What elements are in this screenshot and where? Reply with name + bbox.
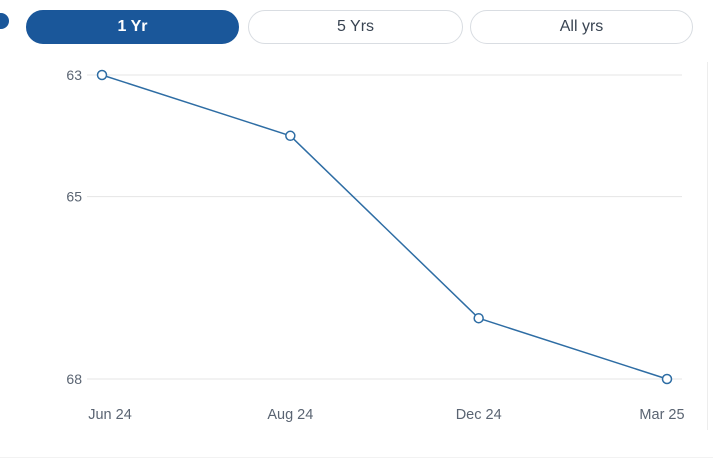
tab-1yr[interactable]: 1 Yr [26, 10, 239, 44]
y-tick-label: 68 [66, 371, 82, 387]
x-tick-label: Mar 25 [639, 407, 684, 423]
chart-right-border [707, 62, 708, 430]
x-tick-label: Jun 24 [88, 407, 132, 423]
line-series [101, 74, 668, 380]
tab-all-yrs[interactable]: All yrs [470, 10, 693, 44]
data-point-marker[interactable] [96, 69, 108, 81]
cutoff-button-fragment [0, 13, 9, 29]
x-tick-label: Dec 24 [456, 407, 502, 423]
y-tick-label: 63 [66, 67, 82, 83]
data-point-marker[interactable] [473, 312, 484, 324]
y-tick-label: 65 [66, 189, 82, 205]
data-point-marker[interactable] [661, 373, 673, 385]
tab-5yrs[interactable]: 5 Yrs [248, 10, 463, 44]
data-point-marker[interactable] [285, 130, 296, 142]
x-tick-label: Aug 24 [267, 407, 313, 423]
